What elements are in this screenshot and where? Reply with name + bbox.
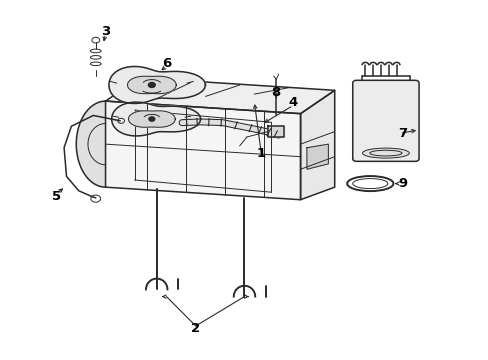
Text: 3: 3 [101, 25, 110, 38]
Text: 4: 4 [288, 96, 297, 109]
Polygon shape [306, 144, 328, 169]
Text: 7: 7 [398, 127, 407, 140]
Polygon shape [109, 67, 205, 103]
Text: 2: 2 [191, 322, 200, 335]
Polygon shape [76, 101, 105, 187]
Text: 1: 1 [257, 147, 265, 159]
Text: 5: 5 [52, 190, 61, 203]
Text: 9: 9 [398, 177, 407, 190]
FancyBboxPatch shape [352, 80, 418, 161]
Circle shape [149, 117, 155, 121]
Circle shape [148, 82, 155, 87]
Polygon shape [300, 90, 334, 200]
Polygon shape [105, 78, 334, 114]
Polygon shape [127, 76, 176, 94]
Polygon shape [105, 101, 300, 200]
Ellipse shape [362, 148, 408, 158]
Text: 8: 8 [271, 86, 280, 99]
Polygon shape [111, 102, 200, 136]
Polygon shape [128, 111, 175, 127]
Text: 6: 6 [162, 57, 171, 70]
Polygon shape [267, 126, 283, 137]
